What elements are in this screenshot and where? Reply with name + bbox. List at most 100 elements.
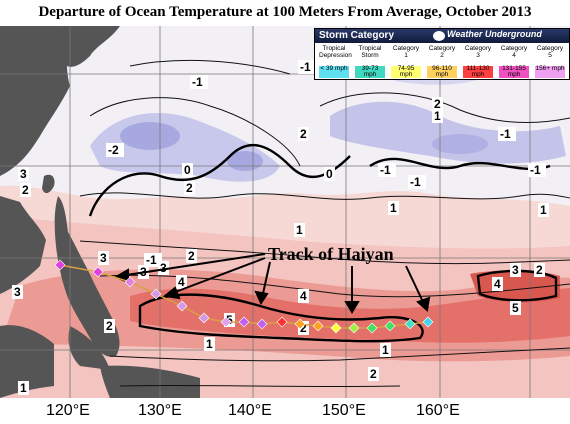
thin-contours — [79, 59, 570, 388]
contour-label: 4 — [178, 275, 185, 289]
contour-label-bg — [176, 275, 187, 289]
contour-label: 4 — [494, 277, 501, 291]
contour-label: 2 — [106, 319, 113, 333]
contour-label: 4 — [300, 289, 307, 303]
legend-category-label: Category 5 — [536, 45, 564, 59]
mindanao — [68, 326, 110, 370]
contour-label-bg — [184, 181, 195, 195]
contour-label-bg — [20, 183, 31, 197]
storm-track-point — [312, 320, 324, 332]
contour-label: -1 — [300, 60, 311, 74]
legend-category-swatch: 111-130 mph — [463, 65, 493, 78]
cool-core-1 — [120, 122, 180, 150]
contour-label: 2 — [300, 127, 307, 141]
legend-category-label: Category 2 — [428, 45, 456, 59]
contour-label-bg — [408, 175, 426, 189]
storm-track-point — [54, 259, 66, 271]
contour-labels: -1-1-1-202-1-110-1-11232-131214352445323… — [12, 51, 549, 395]
contour-label-bg — [224, 313, 235, 327]
contour-label: -1 — [380, 163, 391, 177]
storm-track-point — [198, 312, 210, 324]
storm-track-point — [348, 322, 360, 334]
contour-label: -1 — [146, 253, 157, 267]
legend-title: Storm Category — [319, 30, 395, 41]
contour-label-bg — [510, 301, 521, 315]
storm-track-point — [176, 300, 188, 312]
legend-category-swatch: 39-73 mph — [355, 65, 385, 78]
asia-mainland — [0, 26, 70, 176]
cool-core-3 — [432, 134, 488, 154]
contour-label-bg — [158, 261, 169, 275]
borneo — [0, 325, 54, 398]
contour-label-bg — [144, 253, 162, 267]
contour-label: 2 — [186, 181, 193, 195]
contour-label-bg — [534, 263, 545, 277]
x-tick-label: 120°E — [46, 402, 90, 419]
contour-label: 1 — [434, 109, 441, 123]
contour-label-bg — [432, 109, 443, 123]
east-china-coast — [60, 26, 120, 67]
legend-category-swatch: 156+ mph — [535, 65, 565, 78]
contour-label-bg — [538, 203, 549, 217]
contour-label-bg — [104, 319, 115, 333]
philippines — [54, 196, 120, 357]
storm-track-point — [124, 276, 136, 288]
ocean-temperature-map: -1-1-1-202-1-110-1-11232-131214352445323… — [0, 26, 570, 398]
contour-label-bg — [182, 163, 193, 177]
contour-label: 2 — [536, 263, 543, 277]
contour-label: -1 — [192, 75, 203, 89]
contour-label: -1 — [500, 127, 511, 141]
contour-label: 3 — [100, 251, 107, 265]
contour-label-bg — [106, 143, 124, 157]
contour-label-bg — [432, 97, 443, 111]
contour-label: 2 — [300, 321, 307, 335]
legend-category-swatch: 74-95 mph — [391, 65, 421, 78]
contour-label: 1 — [540, 203, 547, 217]
contour-label-bg — [204, 337, 215, 351]
x-tick-label: 160°E — [416, 402, 460, 419]
indonesia — [100, 365, 200, 398]
storm-track-point — [150, 288, 162, 300]
contour-label-bg — [298, 60, 316, 74]
storm-track-point — [422, 316, 434, 328]
storm-track-point — [404, 318, 416, 330]
contour-label-bg — [12, 285, 23, 299]
x-tick-label: 130°E — [138, 402, 182, 419]
contour-label: 3 — [14, 285, 21, 299]
contour-label: 2 — [434, 97, 441, 111]
contour-label-bg — [498, 127, 516, 141]
contour-label-bg — [298, 127, 309, 141]
contour-label-bg — [98, 251, 109, 265]
contour-label: 2 — [370, 367, 377, 381]
contour-label-bg — [492, 277, 503, 291]
contour-label-bg — [368, 367, 379, 381]
contour-label-bg — [388, 201, 399, 215]
map-title: Departure of Ocean Temperature at 100 Me… — [38, 4, 532, 20]
contour-label-bg — [324, 167, 335, 181]
contour-label: -1 — [530, 163, 541, 177]
legend-category-label: Category 1 — [392, 45, 420, 59]
taiwan — [42, 174, 55, 194]
contour-label: 2 — [22, 183, 29, 197]
storm-track-point — [366, 322, 378, 334]
storm-track-point — [330, 322, 342, 334]
x-tick-label: 150°E — [322, 402, 366, 419]
legend-category-swatch: 96-110 mph — [427, 65, 457, 78]
contour-label-bg — [298, 321, 309, 335]
contour-label: 1 — [296, 223, 303, 237]
contour-label-bg — [380, 343, 391, 357]
storm-track — [54, 259, 434, 334]
storm-category-legend: Storm Category Weather Underground Tropi… — [314, 28, 570, 80]
contour-label: 1 — [390, 201, 397, 215]
legend-header: Storm Category Weather Underground — [315, 29, 569, 43]
contour-label: 0 — [184, 163, 191, 177]
contour-label-bg — [294, 223, 305, 237]
storm-track-point — [92, 266, 104, 278]
cool-anomaly-east — [330, 101, 566, 164]
indochina — [0, 196, 46, 294]
weather-underground-logo-icon — [433, 31, 445, 41]
contour-label: -2 — [108, 143, 119, 157]
legend-category-label: Category 3 — [464, 45, 492, 59]
contour-label: 3 — [20, 167, 27, 181]
